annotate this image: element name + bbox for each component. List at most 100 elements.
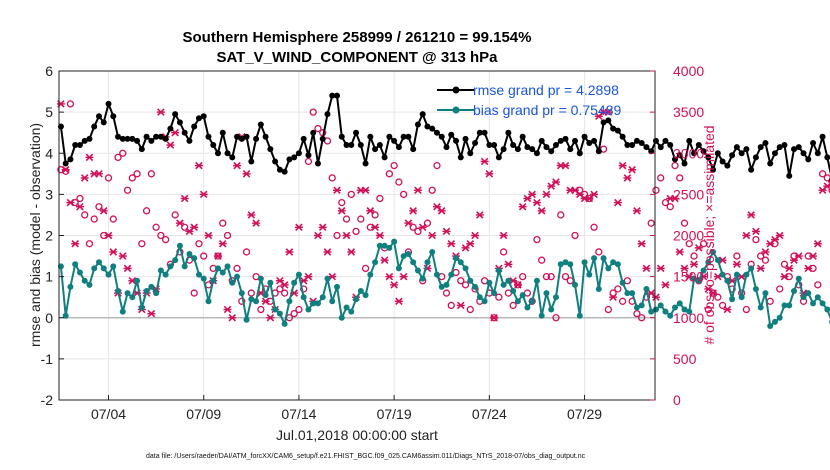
rmse-point: [81, 137, 88, 144]
assimilated-obs-point: [709, 289, 718, 297]
rmse-point: [671, 156, 678, 163]
bias-point: [181, 263, 188, 270]
y-tick-label: 6: [45, 63, 53, 79]
rmse-point: [562, 135, 569, 142]
possible-obs-point: [133, 170, 141, 178]
rmse-point: [786, 172, 793, 179]
assimilated-obs-point: [156, 108, 165, 116]
assimilated-obs-point: [642, 264, 651, 273]
x-tick-label: 07/09: [186, 406, 221, 422]
rmse-point: [805, 156, 812, 163]
y2-tick-label: 1000: [673, 310, 704, 326]
assimilated-obs-point: [804, 264, 813, 273]
bias-point: [705, 259, 712, 266]
rmse-point: [191, 123, 198, 130]
possible-obs-point: [595, 248, 603, 256]
rmse-point: [791, 146, 798, 153]
assimilated-obs-point: [756, 264, 765, 273]
bias-point: [400, 253, 407, 260]
assimilated-obs-point: [471, 231, 480, 240]
rmse-point: [300, 135, 307, 142]
y2-tick-label: 2500: [673, 186, 704, 202]
assimilated-obs-point: [475, 211, 484, 219]
rmse-point: [462, 135, 469, 142]
bias-point: [657, 302, 664, 309]
rmse-point: [148, 137, 155, 144]
possible-obs-point: [652, 186, 660, 194]
rmse-point: [419, 111, 426, 118]
assimilated-obs-point: [661, 281, 670, 289]
rmse-point: [457, 154, 464, 161]
possible-obs-point: [533, 235, 541, 244]
bias-point: [738, 294, 745, 301]
possible-obs-point: [257, 305, 265, 314]
possible-obs-point: [276, 285, 284, 293]
rmse-point: [386, 133, 393, 140]
assimilated-obs-point: [294, 223, 303, 232]
bias-point: [243, 316, 250, 323]
bias-point: [819, 300, 826, 307]
possible-obs-point: [409, 223, 417, 231]
assimilated-obs-point: [590, 190, 599, 199]
rmse-point: [700, 148, 707, 155]
bias-point: [448, 271, 455, 278]
bias-point: [514, 298, 521, 305]
possible-obs-point: [62, 167, 70, 175]
possible-obs-point: [119, 149, 127, 157]
possible-obs-point: [461, 281, 470, 289]
possible-obs-point: [552, 314, 560, 322]
y-tick-label: -2: [41, 392, 54, 408]
rmse-point: [105, 100, 112, 107]
assimilated-obs-point: [680, 264, 689, 273]
possible-obs-point: [633, 309, 641, 318]
rmse-point: [62, 160, 69, 167]
bias-point: [262, 292, 269, 299]
assimilated-obs-point: [604, 108, 613, 116]
y2-tick-label: 3500: [673, 104, 704, 120]
rmse-point: [414, 121, 421, 128]
rmse-point: [814, 150, 821, 157]
possible-obs-point: [128, 174, 136, 182]
rmse-point: [705, 154, 712, 161]
bias-point: [805, 290, 812, 297]
rmse-point: [681, 160, 688, 167]
rmse-point: [162, 135, 169, 142]
rmse-point: [529, 146, 536, 153]
rmse-point: [95, 113, 102, 120]
possible-obs-point: [614, 285, 622, 293]
possible-obs-point: [590, 223, 598, 231]
bias-point: [791, 288, 798, 295]
assimilated-obs-point: [499, 231, 508, 240]
assimilated-obs-point: [532, 198, 541, 207]
bias-point: [381, 242, 388, 249]
possible-obs-point: [157, 231, 165, 240]
possible-obs-point: [433, 161, 441, 170]
rmse-point: [771, 150, 778, 157]
possible-obs-point: [823, 174, 830, 182]
possible-obs-point: [495, 293, 503, 301]
possible-obs-point: [542, 272, 551, 281]
x-tick-label: 07/19: [377, 406, 412, 422]
rmse-point: [729, 152, 736, 159]
possible-obs-point: [818, 170, 827, 178]
bias-point: [491, 290, 498, 297]
assimilated-obs-point: [280, 281, 289, 289]
bias-point: [391, 238, 398, 245]
rmse-point: [724, 162, 731, 169]
rmse-point: [638, 139, 645, 146]
bias-point: [429, 248, 436, 255]
rmse-point: [500, 146, 507, 153]
bias-point: [238, 290, 245, 297]
y2-axis-label: # of obs: o=possible; ×=assimilated: [701, 125, 717, 344]
assimilated-obs-point: [690, 260, 699, 269]
rmse-point: [229, 154, 236, 161]
bias-point: [157, 267, 164, 274]
assimilated-obs-point: [175, 219, 184, 227]
bias-point: [467, 277, 474, 284]
assimilated-obs-point: [94, 170, 103, 178]
possible-obs-point: [338, 198, 346, 207]
rmse-point: [633, 137, 640, 144]
rmse-point: [357, 142, 364, 149]
rmse-point: [362, 160, 369, 167]
bias-point: [100, 265, 107, 272]
